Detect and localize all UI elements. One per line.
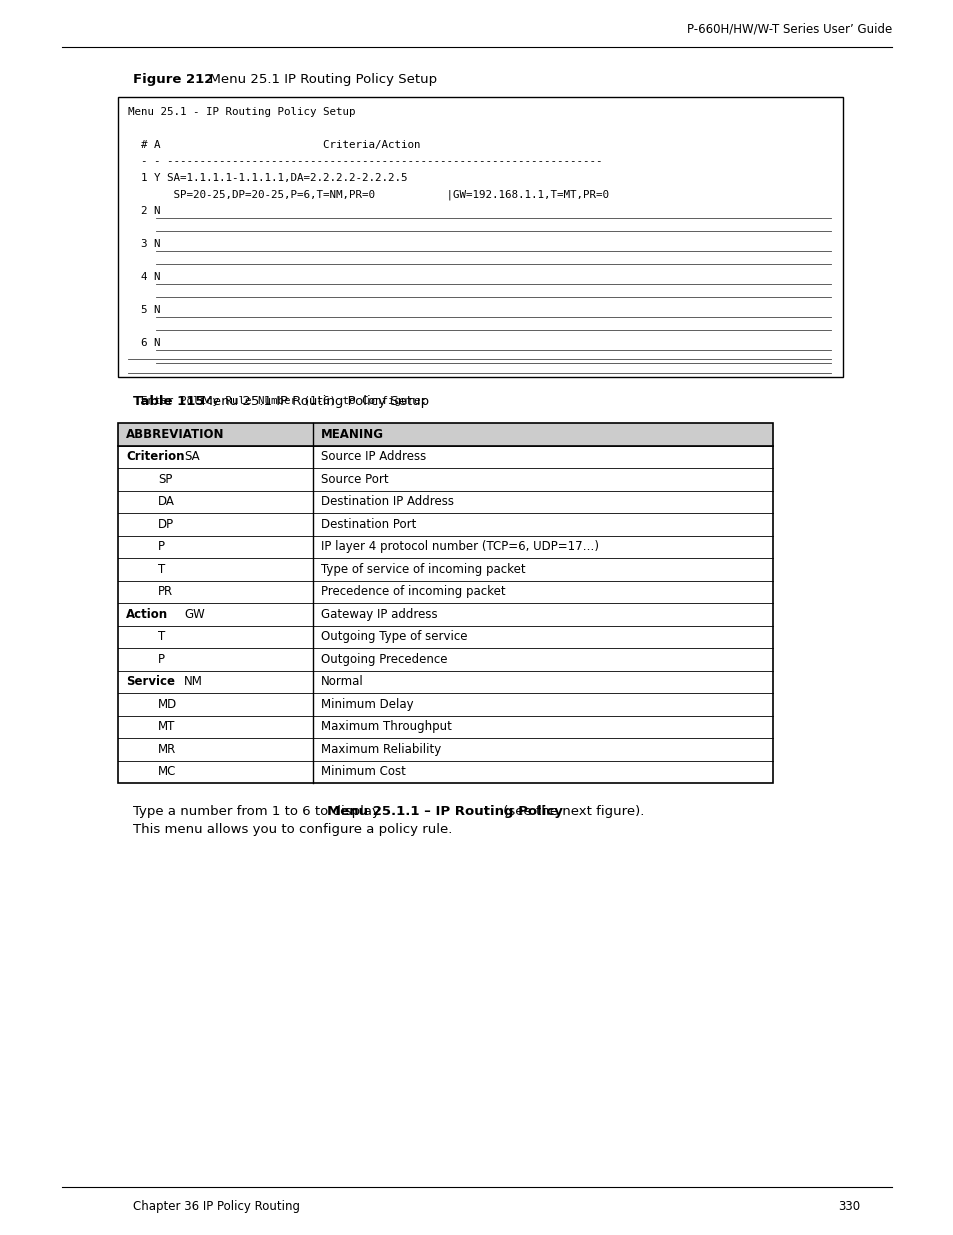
Text: ABBREVIATION: ABBREVIATION xyxy=(126,427,224,441)
Text: Precedence of incoming packet: Precedence of incoming packet xyxy=(320,585,505,598)
Text: Type a number from 1 to 6 to display: Type a number from 1 to 6 to display xyxy=(132,805,384,818)
Text: Menu 25.1.1 – IP Routing Policy: Menu 25.1.1 – IP Routing Policy xyxy=(327,805,562,818)
Text: 3 N: 3 N xyxy=(128,240,160,249)
Bar xyxy=(118,424,772,783)
Text: Action: Action xyxy=(126,608,168,621)
Text: Table 115: Table 115 xyxy=(132,395,204,408)
Text: MT: MT xyxy=(158,720,175,734)
Text: T: T xyxy=(158,630,165,643)
Text: This menu allows you to configure a policy rule.: This menu allows you to configure a poli… xyxy=(132,823,452,836)
Text: 1 Y SA=1.1.1.1-1.1.1.1,DA=2.2.2.2-2.2.2.5: 1 Y SA=1.1.1.1-1.1.1.1,DA=2.2.2.2-2.2.2.… xyxy=(128,173,407,183)
Text: T: T xyxy=(158,563,165,576)
Bar xyxy=(118,98,842,377)
Text: SA: SA xyxy=(184,451,199,463)
Text: MC: MC xyxy=(158,766,176,778)
Bar xyxy=(118,424,772,446)
Text: NM: NM xyxy=(184,676,203,688)
Text: Maximum Throughput: Maximum Throughput xyxy=(320,720,452,734)
Text: DP: DP xyxy=(158,517,174,531)
Text: 4 N: 4 N xyxy=(128,272,160,282)
Text: Destination Port: Destination Port xyxy=(320,517,416,531)
Text: P: P xyxy=(158,540,165,553)
Text: Minimum Cost: Minimum Cost xyxy=(320,766,405,778)
Text: P-660H/HW/W-T Series User’ Guide: P-660H/HW/W-T Series User’ Guide xyxy=(686,22,891,35)
Text: Service: Service xyxy=(126,676,174,688)
Text: 2 N: 2 N xyxy=(128,206,160,216)
Text: P: P xyxy=(158,653,165,666)
Text: Enter Policy Rule Number (1-6) to Configure:: Enter Policy Rule Number (1-6) to Config… xyxy=(128,395,427,406)
Text: Criterion: Criterion xyxy=(126,451,184,463)
Text: Normal: Normal xyxy=(320,676,363,688)
Text: Chapter 36 IP Policy Routing: Chapter 36 IP Policy Routing xyxy=(132,1200,299,1213)
Text: GW: GW xyxy=(184,608,205,621)
Text: DA: DA xyxy=(158,495,174,509)
Text: Source IP Address: Source IP Address xyxy=(320,451,426,463)
Text: 6 N: 6 N xyxy=(128,338,160,348)
Text: # A                         Criteria/Action: # A Criteria/Action xyxy=(128,140,420,149)
Text: PR: PR xyxy=(158,585,172,598)
Text: Outgoing Precedence: Outgoing Precedence xyxy=(320,653,447,666)
Text: Figure 212: Figure 212 xyxy=(132,73,213,86)
Text: Gateway IP address: Gateway IP address xyxy=(320,608,437,621)
Text: MEANING: MEANING xyxy=(320,427,384,441)
Text: Minimum Delay: Minimum Delay xyxy=(320,698,414,711)
Text: Menu 25.1 IP Routing Policy Setup: Menu 25.1 IP Routing Policy Setup xyxy=(193,395,429,408)
Text: 5 N: 5 N xyxy=(128,305,160,315)
Text: SP: SP xyxy=(158,473,172,485)
Text: Menu 25.1 - IP Routing Policy Setup: Menu 25.1 - IP Routing Policy Setup xyxy=(128,107,355,117)
Text: MR: MR xyxy=(158,742,176,756)
Text: - - -------------------------------------------------------------------: - - ------------------------------------… xyxy=(128,157,602,167)
Text: (see the next figure).: (see the next figure). xyxy=(498,805,644,818)
Text: IP layer 4 protocol number (TCP=6, UDP=17…): IP layer 4 protocol number (TCP=6, UDP=1… xyxy=(320,540,598,553)
Text: Type of service of incoming packet: Type of service of incoming packet xyxy=(320,563,525,576)
Text: Source Port: Source Port xyxy=(320,473,388,485)
Text: Menu 25.1 IP Routing Policy Setup: Menu 25.1 IP Routing Policy Setup xyxy=(201,73,436,86)
Text: SP=20-25,DP=20-25,P=6,T=NM,PR=0           |GW=192.168.1.1,T=MT,PR=0: SP=20-25,DP=20-25,P=6,T=NM,PR=0 |GW=192.… xyxy=(128,189,608,200)
Text: Outgoing Type of service: Outgoing Type of service xyxy=(320,630,467,643)
Text: 330: 330 xyxy=(837,1200,859,1213)
Text: Destination IP Address: Destination IP Address xyxy=(320,495,454,509)
Text: MD: MD xyxy=(158,698,177,711)
Text: Maximum Reliability: Maximum Reliability xyxy=(320,742,441,756)
